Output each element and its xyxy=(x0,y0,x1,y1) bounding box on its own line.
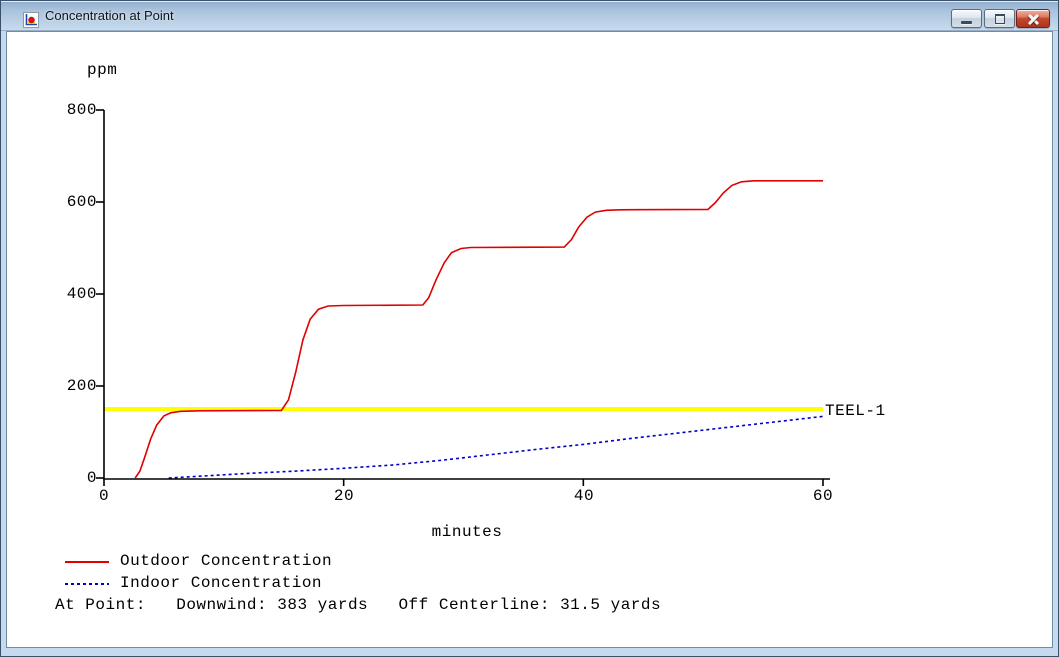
y-tick-800: 800 xyxy=(66,101,97,119)
teel-1-label: TEEL-1 xyxy=(825,402,886,420)
close-icon xyxy=(1017,10,1049,27)
y-tick-600: 600 xyxy=(66,193,97,211)
x-tick-0: 0 xyxy=(98,487,110,505)
close-button[interactable] xyxy=(1016,9,1050,28)
x-tick-40: 40 xyxy=(573,487,595,505)
legend-indoor-label: Indoor Concentration xyxy=(120,574,323,592)
concentration-chart-icon xyxy=(23,12,39,28)
window-title: Concentration at Point xyxy=(45,8,174,23)
y-axis-label: ppm xyxy=(87,61,118,79)
minimize-button[interactable] xyxy=(951,9,982,28)
legend-outdoor-sample xyxy=(65,561,109,563)
legend-indoor-sample xyxy=(65,583,109,585)
x-axis-label: minutes xyxy=(431,523,503,541)
x-tick-60: 60 xyxy=(812,487,834,505)
restore-button[interactable] xyxy=(984,9,1015,28)
minimize-icon xyxy=(961,21,972,24)
title-bar[interactable]: Concentration at Point xyxy=(1,1,1058,31)
legend-outdoor-label: Outdoor Concentration xyxy=(120,552,333,570)
x-tick-20: 20 xyxy=(333,487,355,505)
y-tick-400: 400 xyxy=(66,285,97,303)
restore-icon xyxy=(995,14,1005,24)
at-point-summary: At Point: Downwind: 383 yards Off Center… xyxy=(55,596,662,614)
y-tick-0: 0 xyxy=(86,469,97,487)
y-tick-200: 200 xyxy=(66,377,97,395)
